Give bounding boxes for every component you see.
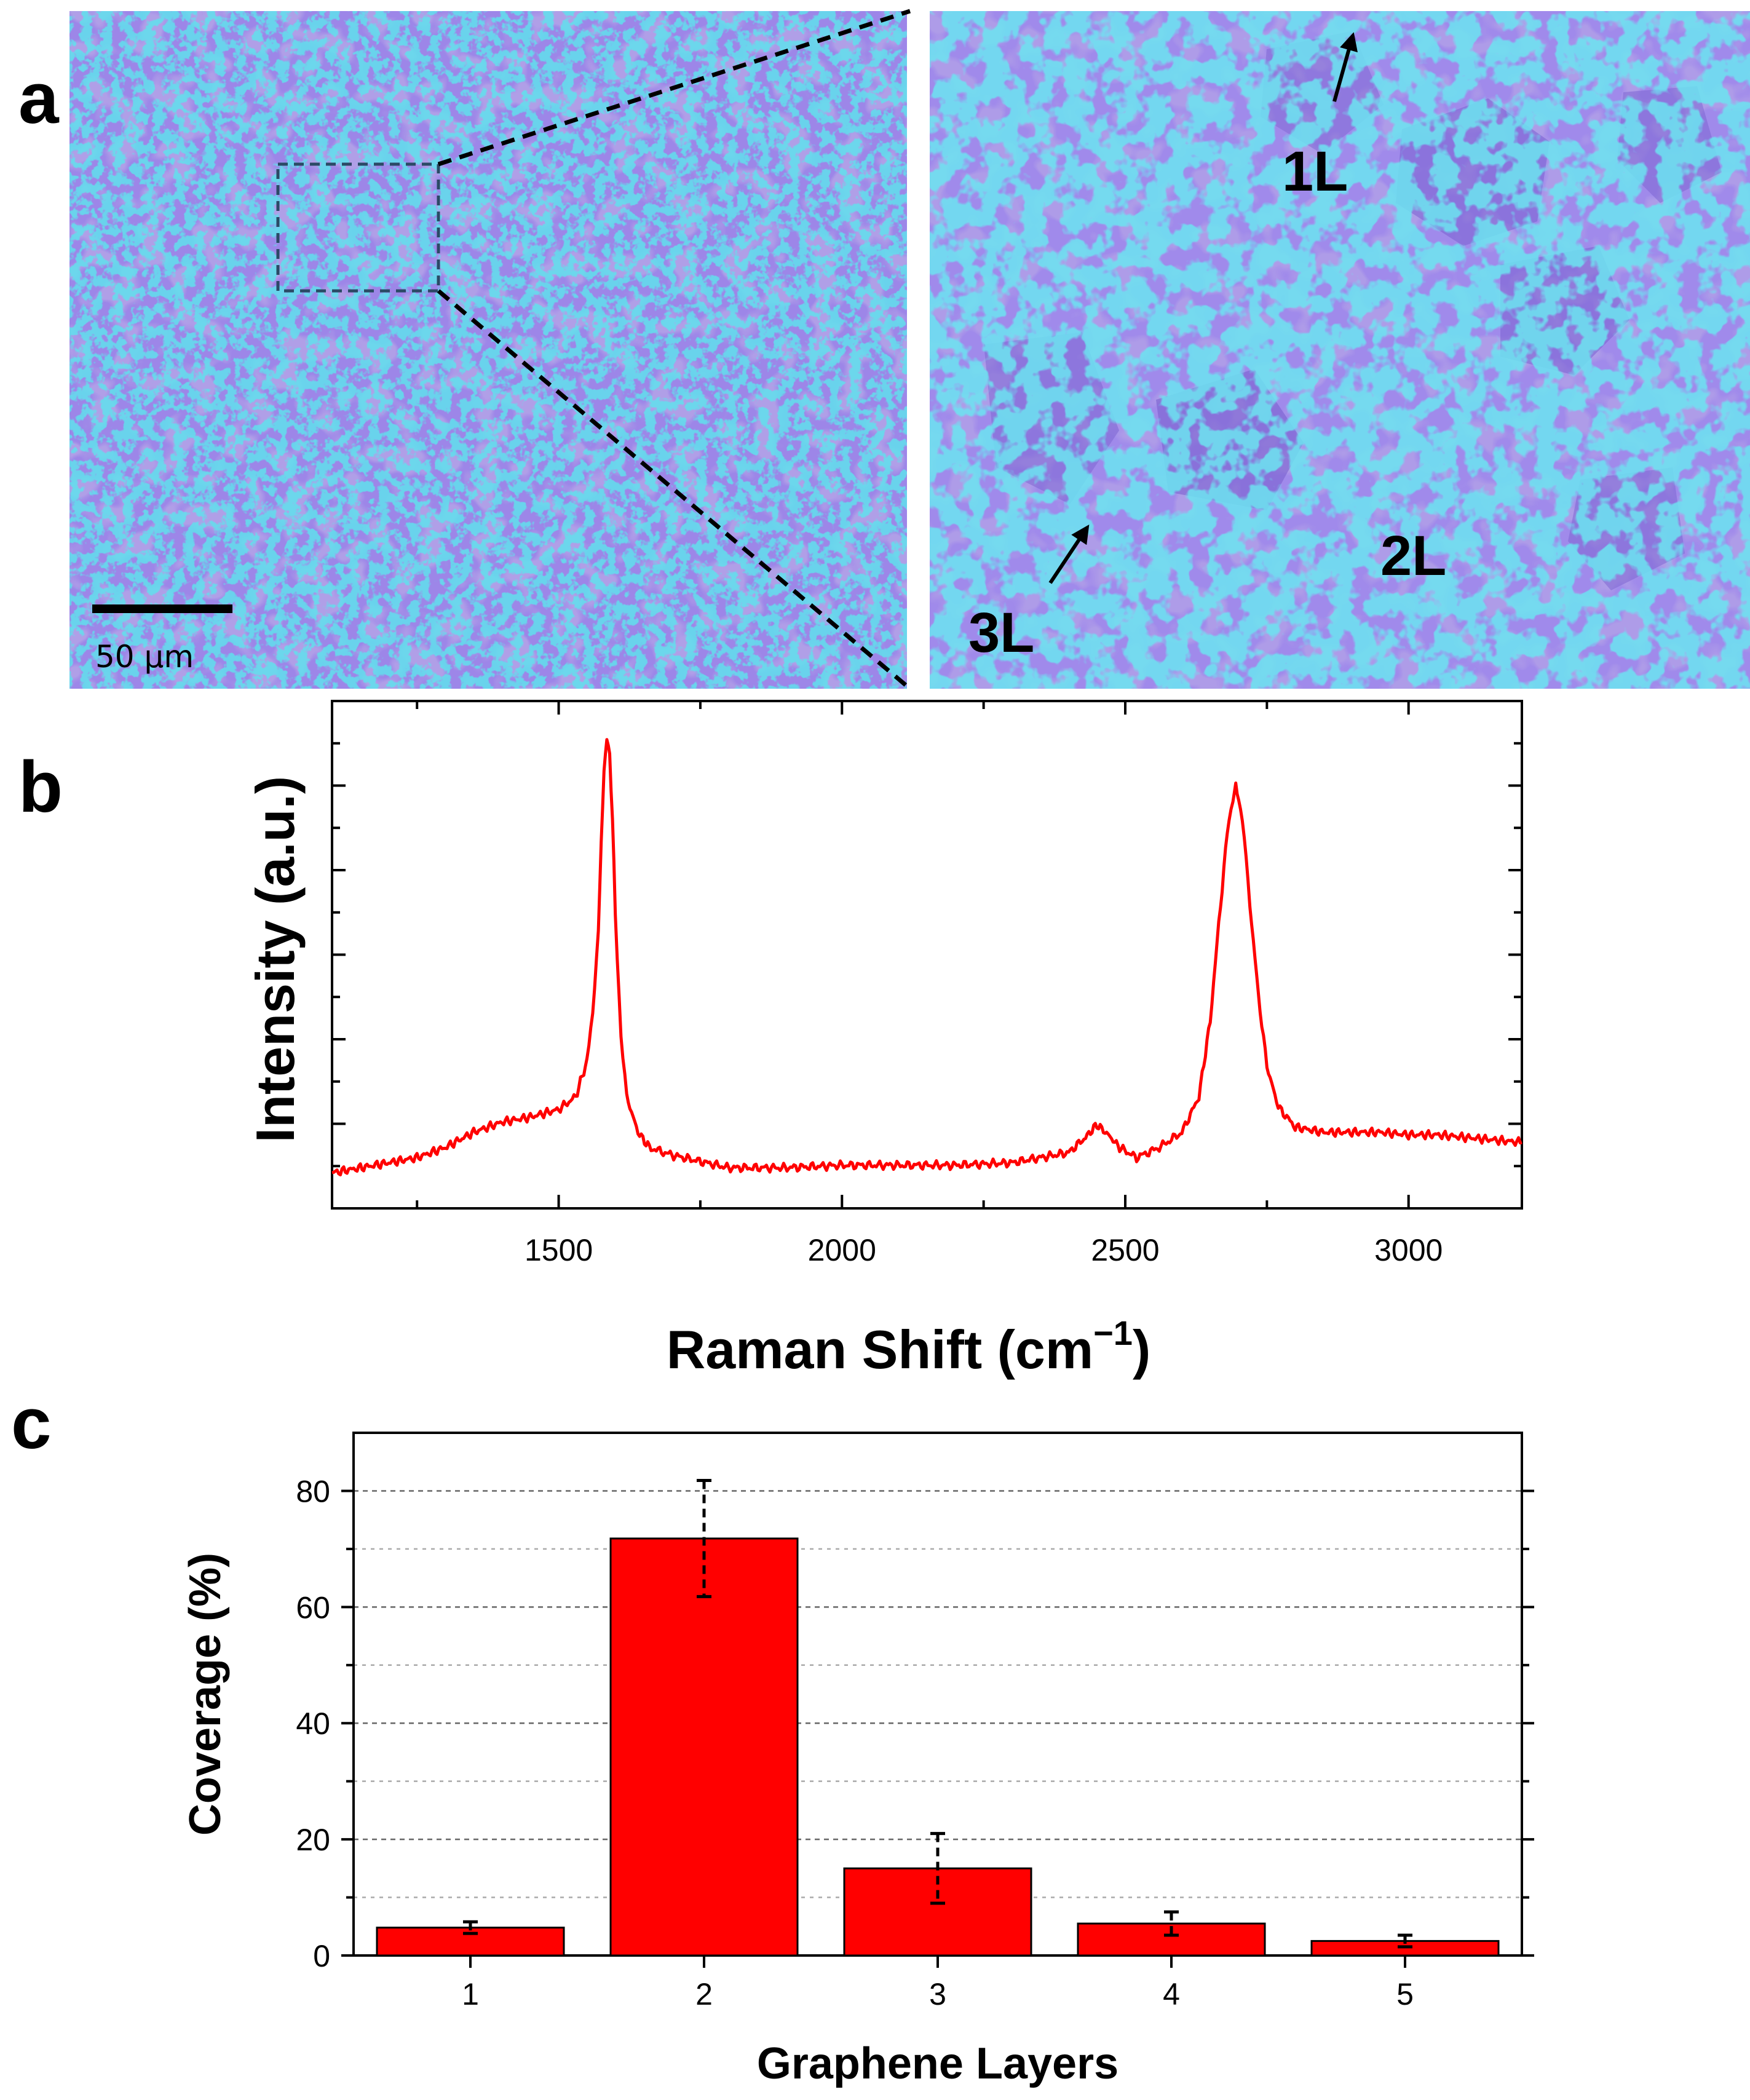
coverage-x-tick-label: 2 xyxy=(695,1977,713,2011)
coverage-bar xyxy=(609,1537,799,1957)
coverage-y-tick-label: 60 xyxy=(296,1590,330,1625)
coverage-y-tick-label: 0 xyxy=(313,1939,330,1973)
coverage-y-tick-label: 80 xyxy=(296,1474,330,1508)
panel-b-letter: b xyxy=(18,747,63,828)
coverage-chart: 0 20 40 60 80 1 2 3 4 5 Graphene Layers Coverage (%… xyxy=(181,1432,1534,2088)
zoom-line-bottom xyxy=(437,289,912,691)
zoom-line-top xyxy=(437,9,911,167)
coverage-x-tick-label: 3 xyxy=(929,1977,946,2011)
layer-label-2L: 2L xyxy=(1380,525,1446,587)
raman-x-tick-label: 2500 xyxy=(1091,1233,1159,1267)
raman-x-tick-label: 1500 xyxy=(525,1233,593,1267)
panel-c-letter: c xyxy=(11,1383,52,1464)
coverage-y-axis-title: Coverage (%) xyxy=(181,1553,230,1836)
coverage-y-tick-label: 40 xyxy=(296,1706,330,1741)
coverage-x-tick-label: 5 xyxy=(1396,1977,1414,2011)
arrow-1L xyxy=(1332,32,1358,102)
coverage-x-tick-label: 1 xyxy=(462,1977,479,2011)
raman-chart: 1500 2000 2500 3000 Raman Shift (cm−1) Intens… xyxy=(245,700,1523,1380)
zoom-region-box xyxy=(276,162,440,293)
raman-y-axis-title: Intensity (a.u.) xyxy=(245,776,306,1143)
layer-label-3L: 3L xyxy=(968,601,1034,664)
micrograph-zoom xyxy=(930,11,1750,689)
layer-label-1L: 1L xyxy=(1282,140,1348,203)
coverage-x-tick-label: 4 xyxy=(1163,1977,1180,2011)
coverage-y-tick-label: 20 xyxy=(296,1823,330,1857)
coverage-x-axis-title: Graphene Layers xyxy=(757,2039,1118,2088)
raman-x-tick-label: 2000 xyxy=(808,1233,876,1267)
raman-series-line xyxy=(331,738,1522,1176)
raman-x-axis-title: Raman Shift (cm−1) xyxy=(667,1313,1151,1380)
coverage-bar xyxy=(376,1927,565,1957)
scale-bar xyxy=(92,604,232,613)
panel-a-letter: a xyxy=(18,58,60,139)
scale-bar-label: 50 µm xyxy=(95,639,194,675)
arrow-3L xyxy=(1048,525,1090,584)
micrograph-overview xyxy=(69,11,907,689)
raman-x-tick-label: 3000 xyxy=(1374,1233,1443,1267)
